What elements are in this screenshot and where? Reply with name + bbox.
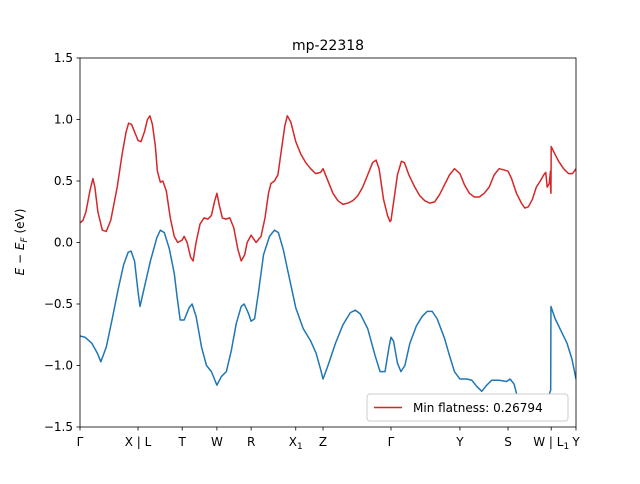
x-tick-label-text-1: X | L: [125, 435, 152, 449]
legend-label: Min flatness: 0.26794: [413, 401, 543, 415]
y-tick-label-3: 0.0: [54, 236, 73, 250]
x-tick-label-4: R: [247, 435, 255, 449]
y-tick-label-6: −1.5: [44, 420, 73, 434]
y-axis-label: E − EF (eV): [13, 209, 30, 276]
x-tick-label-text-5: X: [289, 435, 297, 449]
x-tick-label-text-4: R: [247, 435, 255, 449]
y-tick-label-0: 1.5: [54, 51, 73, 65]
legend: Min flatness: 0.26794: [366, 393, 569, 422]
x-tick-label-6: Z: [319, 435, 327, 449]
y-tick-label-2: 0.5: [54, 174, 73, 188]
plot-area: 1.51.00.50.0−0.5−1.0−1.5Γ X | L T W R X1 Z Γ Y S W…: [44, 51, 580, 452]
x-tick-label-11: Y: [571, 435, 580, 449]
x-tick-label-text-0: Γ: [77, 435, 84, 449]
x-tick-label-10: W | L1: [533, 435, 569, 452]
x-tick-label-text-10: W | L: [533, 435, 564, 449]
chart-title: mp-22318: [292, 38, 364, 54]
x-tick-label-text-8: Y: [455, 435, 464, 449]
x-tick-label-text-6: Z: [319, 435, 327, 449]
x-tick-label-text-7: Γ: [388, 435, 395, 449]
y-tick-label-4: −0.5: [44, 297, 73, 311]
x-tick-label-0: Γ: [77, 435, 84, 449]
series-line-2: [80, 115, 576, 262]
series-line-1: [80, 229, 576, 418]
legend-box: [366, 393, 569, 422]
x-tick-label-8: Y: [455, 435, 464, 449]
x-tick-label-text-3: W: [211, 435, 223, 449]
y-axis-label-subscript: F: [20, 237, 30, 243]
y-tick-label-5: −1.0: [44, 359, 73, 373]
x-tick-label-2: T: [178, 435, 187, 449]
x-tick-label-subscript-5: 1: [297, 442, 303, 452]
x-tick-label-7: Γ: [388, 435, 395, 449]
y-tick-label-1: 1.0: [54, 113, 73, 127]
x-tick-label-subscript-10: 1: [563, 442, 569, 452]
y-axis-label-unit: (eV): [13, 209, 27, 238]
x-tick-label-text-2: T: [178, 435, 187, 449]
x-tick-label-5: X1: [289, 435, 303, 452]
svg-text:E − EF (eV): E − EF (eV): [13, 209, 30, 276]
x-tick-label-text-9: S: [504, 435, 512, 449]
x-tick-label-1: X | L: [125, 435, 152, 449]
x-tick-label-9: S: [504, 435, 512, 449]
x-tick-label-text-11: Y: [571, 435, 580, 449]
x-tick-label-3: W: [211, 435, 223, 449]
y-axis-label-main: E − E: [13, 242, 27, 275]
